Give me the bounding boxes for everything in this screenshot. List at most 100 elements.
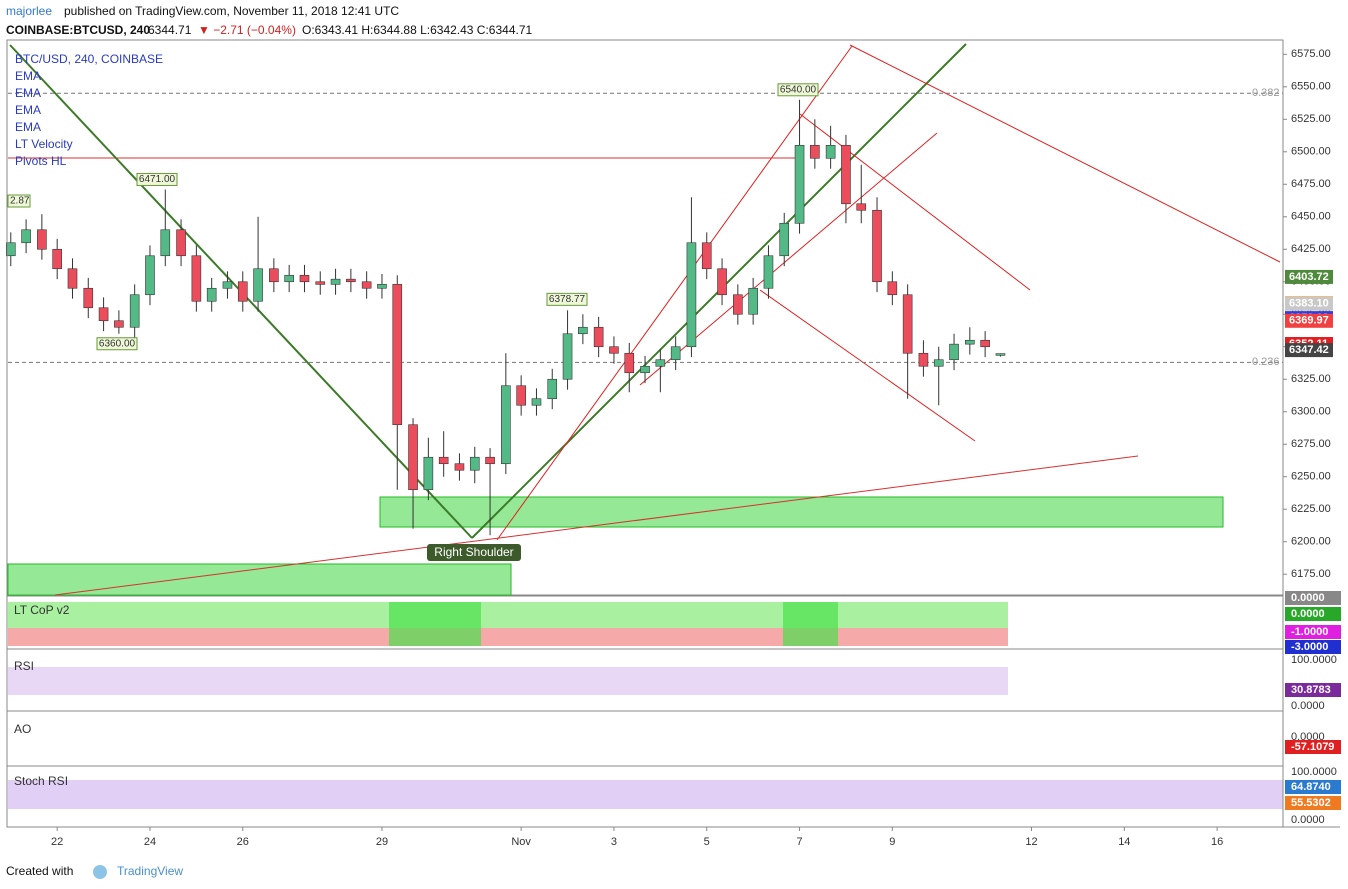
stoch-band: [8, 780, 1283, 809]
author[interactable]: majorlee: [6, 4, 52, 18]
legend-item: EMA: [15, 120, 41, 134]
price-tag: [1285, 343, 1333, 358]
panel-axis-label: 30.8783: [1291, 684, 1331, 696]
channel-line: [799, 113, 1031, 291]
candle-body: [872, 209, 882, 283]
footer-created: Created with: [6, 864, 73, 878]
panel-axis-tag: [1285, 683, 1341, 697]
change: ▼ −2.71 (−0.04%): [198, 23, 296, 37]
candle-body: [531, 398, 542, 406]
candle-body: [37, 229, 47, 250]
header: majorlee published on TradingView.com, N…: [6, 4, 533, 37]
pivot-box: [546, 292, 588, 306]
support-zone: [379, 496, 1224, 528]
candle-body: [253, 268, 263, 302]
pivot-box: [96, 337, 138, 351]
candle-body: [454, 463, 465, 471]
annotation-box: [427, 544, 521, 561]
candle-body: [83, 287, 94, 309]
y-tick-label: 6300.00: [1291, 406, 1331, 418]
y-tick-label: 6575.00: [1291, 48, 1331, 60]
pivot-label: 2.87: [10, 196, 30, 207]
panel-title: LT CoP v2: [14, 603, 70, 617]
candle-body: [392, 284, 403, 426]
y-tick-label: 6525.00: [1291, 113, 1331, 125]
y-tick-label: 6175.00: [1291, 568, 1331, 580]
candle-body: [686, 242, 697, 348]
candle-body: [237, 281, 248, 302]
candle-body: [717, 268, 727, 296]
candle-body: [5, 242, 16, 257]
cop-highlight: [783, 602, 838, 646]
x-tick-label: 29: [376, 836, 388, 848]
candle-body: [330, 278, 341, 285]
panel-title: AO: [14, 722, 31, 736]
candle-body: [810, 144, 820, 159]
candle-body: [701, 242, 712, 270]
candle-body: [206, 287, 217, 302]
candle-body: [21, 229, 31, 244]
candle-body: [593, 326, 604, 348]
panel-title: Stoch RSI: [14, 774, 68, 788]
channel-line: [759, 289, 976, 442]
candle-body: [438, 456, 449, 465]
candle-body: [377, 284, 387, 289]
panel-axis-tag: [1285, 640, 1341, 654]
candle-body: [516, 385, 526, 406]
cop-highlight: [389, 602, 481, 646]
pivot-label: 6540.00: [780, 84, 817, 95]
pivot-box: [777, 83, 819, 97]
panel-axis-label: -1.0000: [1291, 626, 1328, 638]
panel-axis-tag: [1285, 740, 1341, 754]
last-price: 6344.71: [148, 23, 192, 37]
y-tick-label: 6200.00: [1291, 536, 1331, 548]
candle-body: [114, 320, 124, 328]
cop-band: [8, 628, 1008, 646]
candle-body: [129, 294, 140, 328]
y-tick-label: 6250.00: [1291, 471, 1331, 483]
panel-axis-label: 0.0000: [1291, 592, 1325, 604]
y-tick-label: 6225.00: [1291, 503, 1331, 515]
candle-body: [299, 274, 310, 283]
legend-item: BTC/USD, 240, COINBASE: [15, 52, 163, 66]
fib-label: 0.382: [1252, 87, 1280, 99]
y-tick-label: 6550.00: [1291, 81, 1331, 93]
y-tick-label: 6325.00: [1291, 373, 1331, 385]
panel-title: RSI: [14, 659, 34, 673]
footer-brand[interactable]: TradingView: [117, 864, 183, 878]
candle-body: [748, 287, 758, 315]
candle-body: [408, 424, 418, 491]
pivot-box: [136, 172, 178, 186]
panel-axis-label: 100.0000: [1291, 766, 1337, 778]
panel-axis-label: -3.0000: [1291, 641, 1328, 653]
candle-body: [949, 343, 959, 361]
candle-body: [980, 339, 990, 348]
panel-axis-label: 0.0000: [1291, 700, 1325, 712]
ohlc: O:6343.41 H:6344.88 L:6342.43 C:6344.71: [302, 23, 533, 37]
candle-body: [501, 385, 511, 465]
candle-body: [222, 281, 233, 289]
panel-axis-label: -57.1079: [1291, 741, 1334, 753]
symbol: COINBASE:BTCUSD, 240: [6, 23, 150, 37]
x-tick-label: 24: [144, 836, 156, 848]
candle-body: [933, 359, 944, 367]
published: published on TradingView.com, November 1…: [64, 4, 399, 18]
panel-axis-label: 100.0000: [1291, 654, 1337, 666]
candle-body: [779, 222, 790, 257]
panel-axis-tag: [1285, 796, 1341, 810]
candle-body: [670, 346, 681, 361]
candle-body: [562, 333, 573, 380]
y-tick-label: 6450.00: [1291, 211, 1331, 223]
candle-body: [918, 352, 929, 367]
candle-body: [995, 353, 1006, 356]
candle-body: [825, 144, 836, 159]
y-tick-label: 6500.00: [1291, 146, 1331, 158]
x-tick-label: 16: [1211, 836, 1223, 848]
panel-axis-label: 64.8740: [1291, 781, 1331, 793]
candle-body: [469, 456, 480, 471]
main-pane: 0.382 0.236 6471.00 6360.00 6378.77 6540.00 2.…: [5, 43, 1283, 596]
candle-body: [655, 359, 666, 367]
fib-label: 0.236: [1252, 356, 1280, 368]
candle-body: [841, 144, 851, 205]
